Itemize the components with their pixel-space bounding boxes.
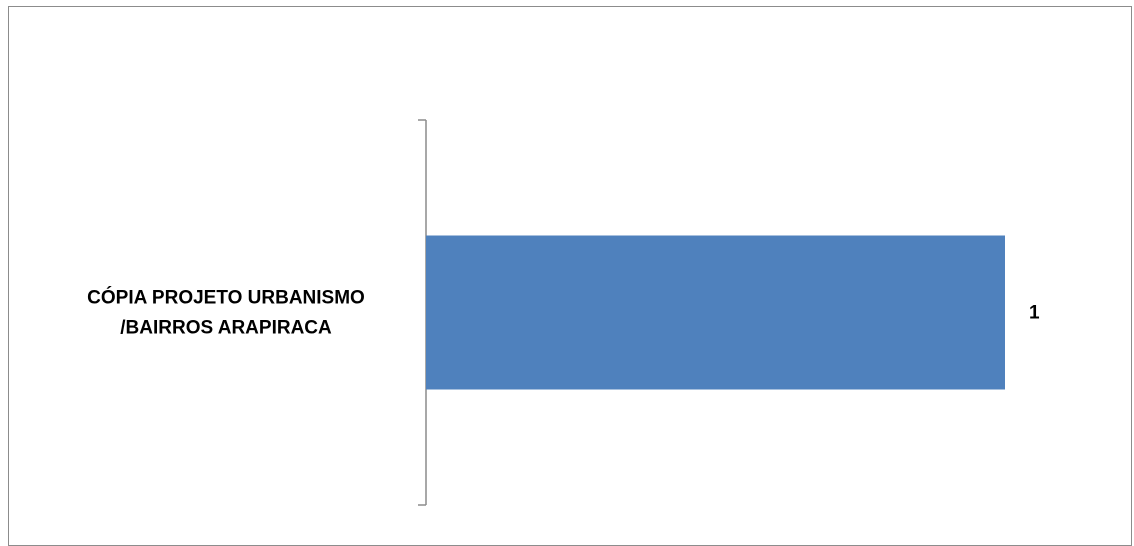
bar: [426, 235, 1005, 390]
category-axis: [418, 119, 427, 506]
category-label-line: CÓPIA PROJETO URBANISMO: [87, 287, 365, 309]
data-labels: 1: [1029, 303, 1040, 324]
bars: [426, 235, 1005, 390]
category-label-line: /BAIRROS ARAPIRACA: [120, 318, 332, 339]
category-labels: CÓPIA PROJETO URBANISMO/BAIRROS ARAPIRAC…: [87, 287, 365, 339]
bar-chart: CÓPIA PROJETO URBANISMO/BAIRROS ARAPIRAC…: [87, 119, 1040, 506]
data-label: 1: [1029, 303, 1040, 324]
category-label: CÓPIA PROJETO URBANISMO/BAIRROS ARAPIRAC…: [87, 287, 365, 339]
